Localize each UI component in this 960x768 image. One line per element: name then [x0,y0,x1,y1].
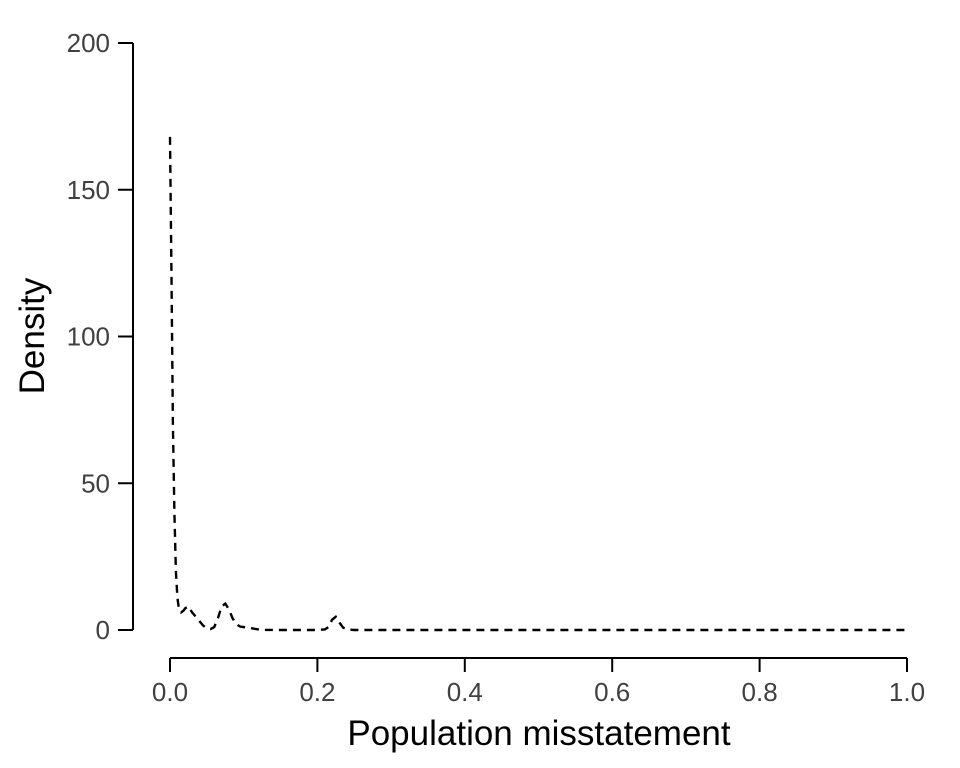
y-tick-label: 100 [67,322,110,352]
x-tick-label: 0.8 [742,677,778,707]
x-axis-title: Population misstatement [347,714,731,753]
y-tick-label: 0 [96,615,110,645]
x-tick-label: 0.6 [594,677,630,707]
x-axis-ticks: 0.0 0.2 0.4 0.6 0.8 1.0 [152,658,925,707]
density-line [168,136,907,632]
y-tick-label: 150 [67,175,110,205]
y-tick-label: 200 [67,28,110,58]
x-tick-label: 0.4 [447,677,483,707]
x-tick-label: 1.0 [889,677,925,707]
y-axis-title: Density [13,277,52,394]
x-tick-label: 0.2 [299,677,335,707]
y-tick-label: 50 [81,468,110,498]
series-layer [168,136,907,632]
y-axis-ticks: 0 50 100 150 200 [67,28,133,645]
x-tick-label: 0.0 [152,677,188,707]
